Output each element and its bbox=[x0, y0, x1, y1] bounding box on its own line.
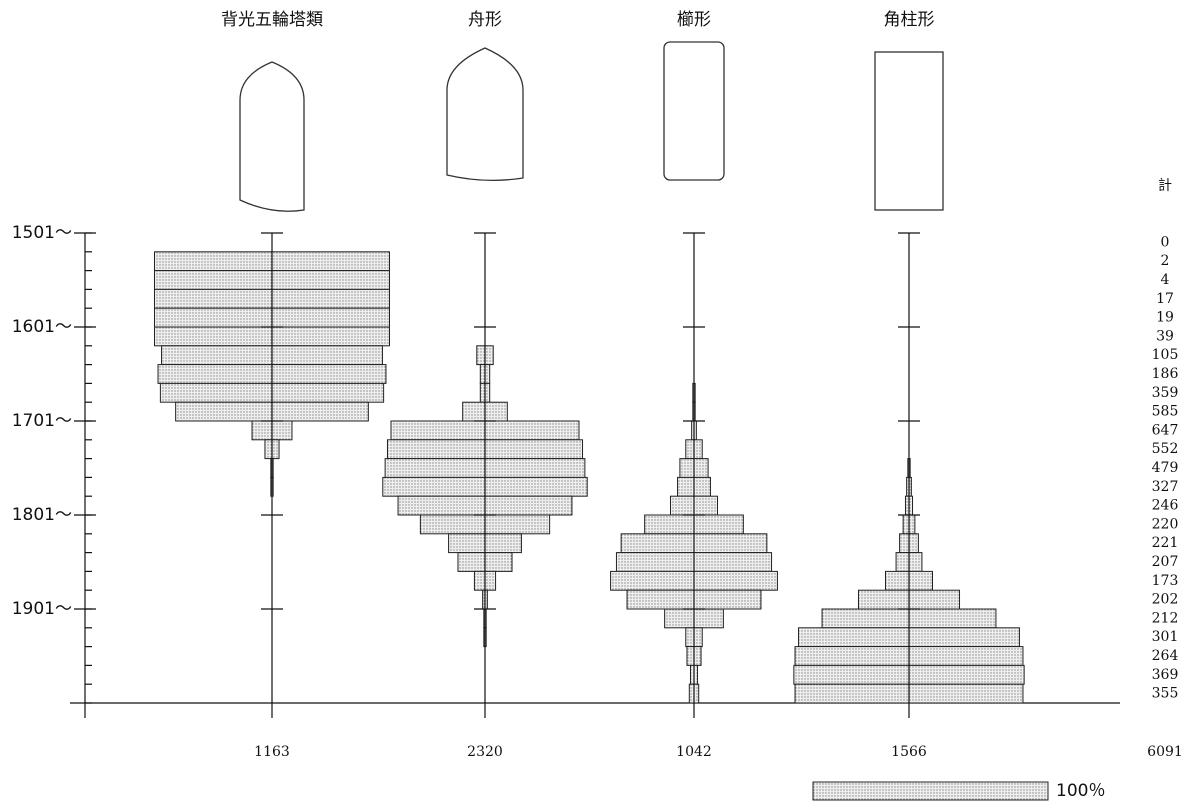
scale-bar bbox=[812, 781, 1049, 801]
stone-icons bbox=[239, 41, 944, 212]
row-total: 186 bbox=[1152, 366, 1179, 382]
y-tick-label: 1501～ bbox=[12, 223, 72, 243]
y-tick-label: 1601～ bbox=[12, 317, 72, 337]
row-total: 301 bbox=[1152, 629, 1179, 645]
row-total: 2 bbox=[1161, 253, 1170, 269]
y-tick-label: 1901～ bbox=[12, 599, 72, 619]
row-total: 355 bbox=[1152, 686, 1179, 702]
total-header: 計 bbox=[1158, 178, 1172, 194]
stone-icon bbox=[874, 51, 944, 211]
stone-icon bbox=[239, 61, 305, 212]
row-total: 4 bbox=[1161, 272, 1170, 288]
row-total: 359 bbox=[1152, 385, 1179, 401]
stone-icon bbox=[446, 47, 524, 182]
y-tick-label: 1701～ bbox=[12, 411, 72, 431]
series-total: 1042 bbox=[676, 744, 712, 760]
grand-total: 6091 bbox=[1147, 744, 1183, 760]
stone-icon bbox=[663, 41, 725, 181]
y-tick-label: 1801～ bbox=[12, 505, 72, 525]
row-total: 221 bbox=[1152, 535, 1179, 551]
row-total: 0 bbox=[1161, 234, 1170, 250]
row-total: 17 bbox=[1156, 291, 1174, 307]
row-total: 585 bbox=[1152, 404, 1179, 420]
row-total: 479 bbox=[1152, 460, 1179, 476]
row-total: 173 bbox=[1152, 573, 1179, 589]
series-label: 背光五輪塔類 bbox=[221, 10, 323, 30]
row-total: 202 bbox=[1152, 592, 1179, 608]
series-label: 角柱形 bbox=[884, 10, 935, 30]
row-total: 220 bbox=[1152, 516, 1179, 532]
row-total: 19 bbox=[1156, 310, 1174, 326]
row-total: 105 bbox=[1152, 347, 1179, 363]
series-total: 1566 bbox=[891, 744, 927, 760]
series-total: 2320 bbox=[467, 744, 503, 760]
series-label: 舟形 bbox=[468, 10, 502, 30]
row-total: 552 bbox=[1152, 441, 1179, 457]
series-label: 櫛形 bbox=[677, 10, 711, 30]
row-total: 647 bbox=[1152, 422, 1179, 438]
row-total: 39 bbox=[1156, 328, 1174, 344]
row-total: 369 bbox=[1152, 667, 1179, 683]
scale-bar-label: 100％ bbox=[1056, 781, 1105, 801]
row-total: 327 bbox=[1152, 479, 1179, 495]
row-total: 246 bbox=[1152, 498, 1179, 514]
row-total: 207 bbox=[1152, 554, 1179, 570]
row-total: 264 bbox=[1152, 648, 1179, 664]
series-total: 1163 bbox=[254, 744, 290, 760]
row-total: 212 bbox=[1152, 610, 1179, 626]
